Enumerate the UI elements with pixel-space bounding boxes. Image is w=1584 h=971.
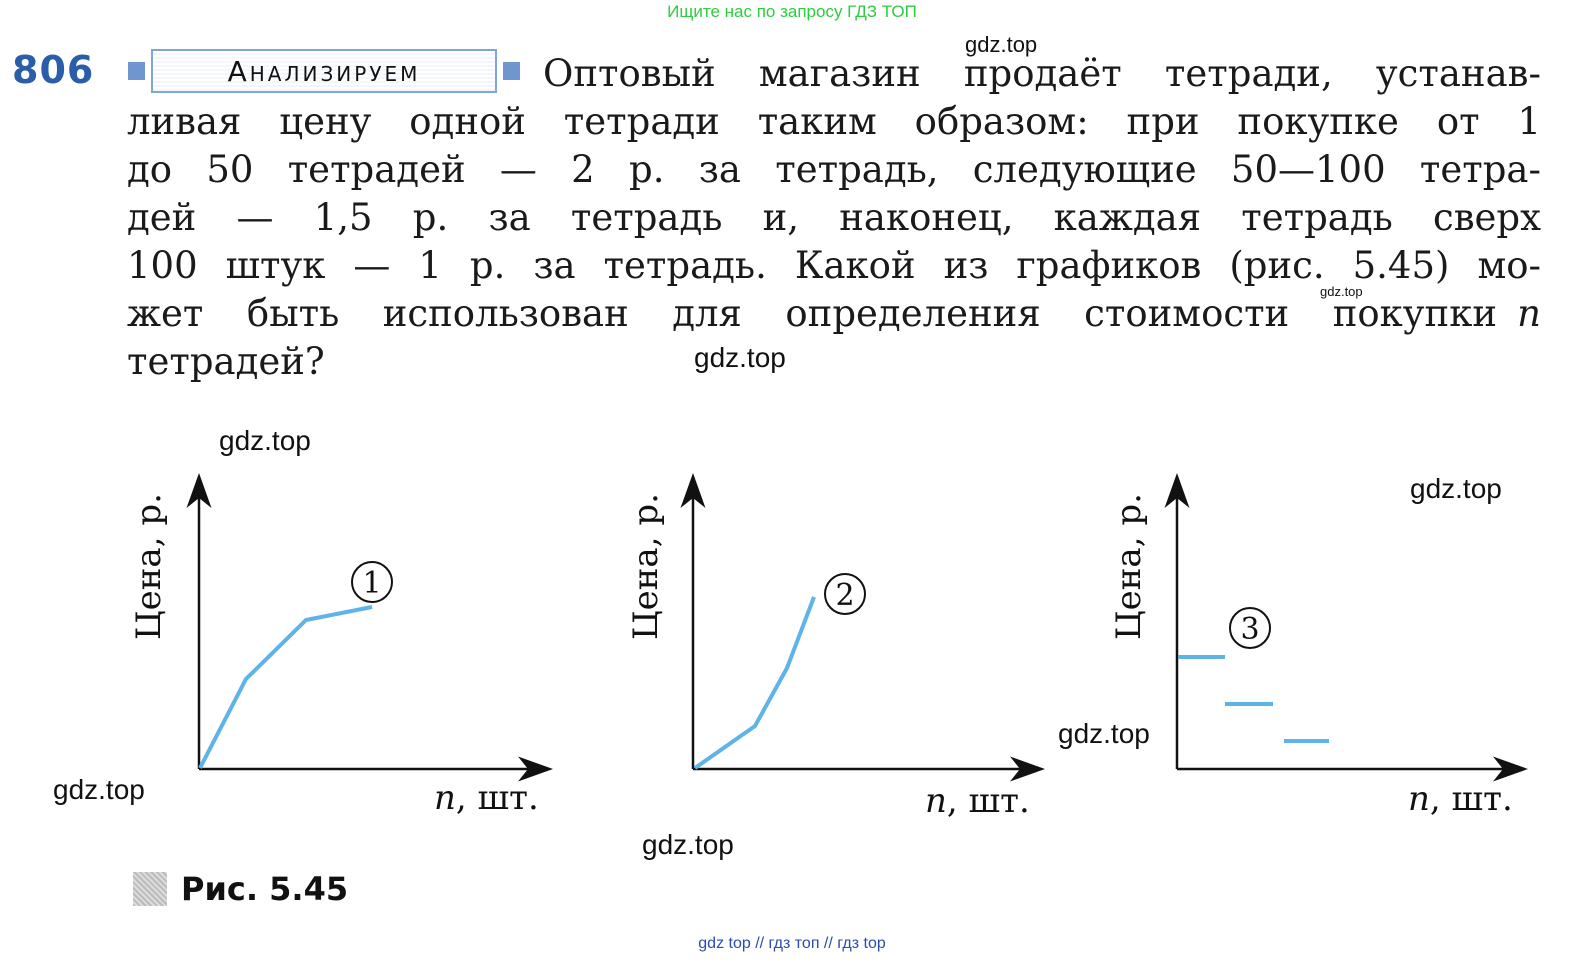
y-axis-label: Цена, р. [129, 493, 169, 640]
x-axis-label: n, шт. [434, 778, 539, 818]
graph-2: 2 Цена, р. n, шт. [626, 473, 1045, 821]
badge-square-icon [128, 62, 145, 80]
top-link[interactable]: Ищите нас по запросу ГДЗ ТОП [667, 2, 917, 21]
watermark: gdz.top [53, 774, 145, 805]
task-line-5: 100 штук — 1 р. за тетрадь. Какой из гра… [127, 244, 1541, 287]
watermark: gdz.top [1320, 284, 1363, 299]
task-line-1: Оптовый магазин продаёт тетради, устанав… [543, 52, 1541, 95]
watermark: gdz.top [219, 425, 311, 456]
curve-1 [198, 605, 373, 769]
figure-caption: Рис. 5.45 [133, 870, 348, 908]
badge-square-icon [503, 62, 520, 80]
x-axis-label: n, шт. [925, 781, 1030, 821]
graph-number-circle [351, 561, 393, 603]
task-line-7: тетрадей? [127, 340, 325, 383]
graph-number: 3 [1240, 612, 1259, 647]
badge-label: Анализируем [227, 54, 421, 88]
task-line-6-text: жет быть использован для определения сто… [127, 292, 1497, 335]
graph-number: 2 [835, 578, 854, 613]
task-line-6-var: n [1517, 292, 1541, 335]
watermark: gdz.top [642, 829, 734, 860]
curve-2 [693, 596, 816, 770]
bottom-link[interactable]: gdz top // гдз топ // гдз top [698, 935, 886, 952]
watermark: gdz.top [1410, 473, 1502, 504]
task-line-3: до 50 тетрадей — 2 р. за тетрадь, следую… [127, 148, 1541, 191]
caption-square-icon [133, 872, 167, 906]
graph-number-circle [824, 573, 866, 615]
graph-number: 1 [362, 566, 381, 601]
graph-number-circle [1229, 607, 1271, 649]
graph-1: 1 Цена, р. n, шт. [129, 473, 553, 818]
section-badge: Анализируем [128, 48, 520, 94]
task-line-4: дей — 1,5 р. за тетрадь и, наконец, кажд… [127, 196, 1541, 239]
figure-caption-text: Рис. 5.45 [181, 870, 349, 908]
x-axis-label: n, шт. [1408, 779, 1513, 819]
task-line-6: жет быть использован для определения сто… [127, 290, 1541, 338]
watermark: gdz.top [1058, 718, 1150, 749]
task-line-2: ливая цену одной тетради таким образом: … [127, 100, 1541, 143]
y-axis-label: Цена, р. [626, 493, 666, 640]
watermark: gdz.top [965, 32, 1038, 57]
y-axis-label: Цена, р. [1109, 493, 1149, 640]
graph-3: 3 Цена, р. n, шт. [1109, 473, 1528, 819]
watermark: gdz.top [694, 342, 786, 373]
task-number: 806 [12, 48, 95, 92]
